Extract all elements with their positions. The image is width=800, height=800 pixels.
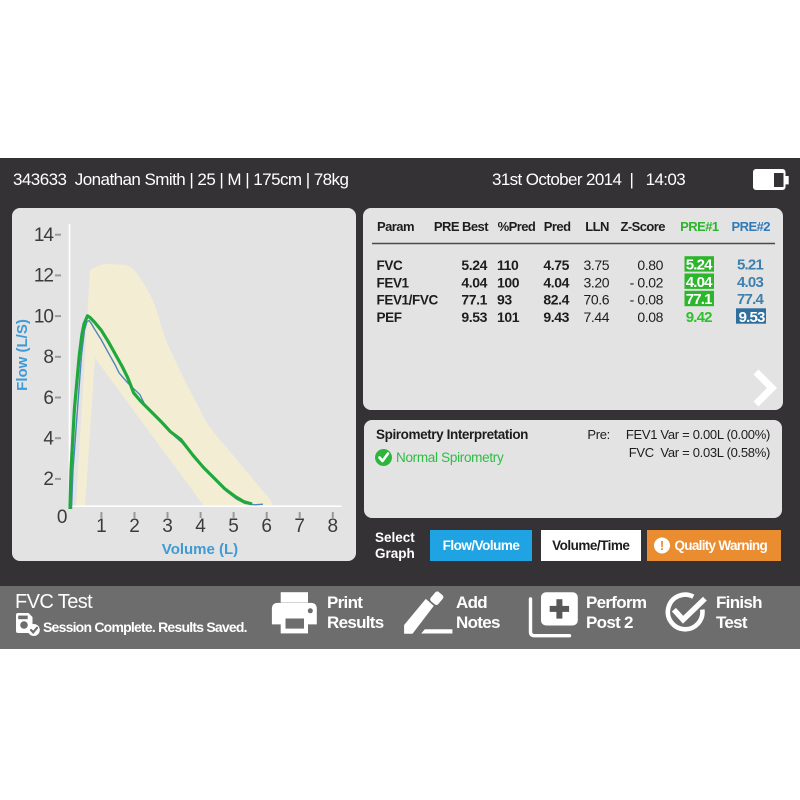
- svg-text:9.53: 9.53: [739, 309, 765, 326]
- svg-text:6: 6: [43, 388, 53, 409]
- svg-text:8: 8: [43, 347, 53, 368]
- svg-text:4.03: 4.03: [737, 274, 763, 291]
- svg-text:9.53: 9.53: [461, 309, 487, 325]
- svg-text:0: 0: [57, 507, 67, 528]
- svg-text:9.43: 9.43: [543, 309, 569, 325]
- svg-text:%Pred: %Pred: [498, 219, 536, 234]
- svg-text:2: 2: [129, 516, 140, 537]
- svg-text:0.80: 0.80: [637, 257, 663, 273]
- svg-text:Flow (L/S): Flow (L/S): [14, 319, 31, 391]
- svg-text:1: 1: [96, 516, 107, 537]
- svg-text:6: 6: [261, 516, 272, 537]
- svg-text:4.04: 4.04: [461, 274, 487, 290]
- svg-text:PRE#1: PRE#1: [680, 219, 719, 234]
- svg-text:4.75: 4.75: [543, 257, 569, 273]
- svg-text:77.1: 77.1: [461, 292, 487, 308]
- svg-text:FEV1: FEV1: [377, 275, 410, 290]
- svg-text:101: 101: [497, 309, 520, 325]
- svg-text:3.20: 3.20: [584, 274, 610, 290]
- svg-text:Normal Spirometry: Normal Spirometry: [396, 450, 504, 465]
- svg-text:0.08: 0.08: [637, 309, 663, 325]
- svg-text:Spirometry Interpretation: Spirometry Interpretation: [376, 427, 528, 442]
- svg-text:FVC: FVC: [377, 258, 403, 273]
- svg-text:5.24: 5.24: [461, 257, 487, 273]
- svg-text:77.4: 77.4: [737, 291, 764, 308]
- svg-text:Quality Warning: Quality Warning: [675, 538, 768, 553]
- svg-text:LLN: LLN: [585, 219, 609, 234]
- svg-text:Z-Score: Z-Score: [620, 219, 665, 234]
- svg-text:8: 8: [328, 516, 339, 537]
- svg-text:2: 2: [43, 469, 53, 490]
- svg-text:FVC Var = 0.03L (0.58%): FVC Var = 0.03L (0.58%): [629, 445, 770, 460]
- svg-text:- 0.08: - 0.08: [630, 292, 664, 308]
- svg-text:82.4: 82.4: [543, 292, 569, 308]
- svg-text:PRE#2: PRE#2: [732, 219, 771, 234]
- svg-text:3.75: 3.75: [584, 257, 610, 273]
- svg-text:PEF: PEF: [377, 310, 402, 325]
- svg-text:5.21: 5.21: [737, 257, 763, 274]
- svg-text:100: 100: [497, 274, 520, 290]
- svg-text:Pre:: Pre:: [587, 427, 610, 442]
- svg-text:10: 10: [34, 306, 54, 327]
- svg-text:Param: Param: [377, 219, 414, 234]
- svg-text:12: 12: [34, 266, 54, 287]
- svg-text:4.04: 4.04: [686, 274, 713, 291]
- svg-text:93: 93: [497, 292, 512, 308]
- svg-text:9.42: 9.42: [686, 309, 712, 326]
- svg-text:14: 14: [34, 225, 55, 246]
- svg-text:77.1: 77.1: [686, 291, 712, 308]
- svg-text:Volume (L): Volume (L): [162, 541, 238, 558]
- svg-text:70.6: 70.6: [584, 292, 610, 308]
- svg-text:4: 4: [195, 516, 206, 537]
- svg-text:4: 4: [43, 429, 54, 450]
- svg-text:FEV1 Var = 0.00L (0.00%): FEV1 Var = 0.00L (0.00%): [626, 427, 770, 442]
- svg-text:FEV1/FVC: FEV1/FVC: [377, 293, 439, 308]
- svg-text:4.04: 4.04: [543, 274, 569, 290]
- svg-text:- 0.02: - 0.02: [630, 274, 664, 290]
- svg-text:3: 3: [162, 516, 173, 537]
- svg-text:110: 110: [497, 257, 519, 273]
- svg-text:7: 7: [294, 516, 305, 537]
- svg-text:5.24: 5.24: [686, 257, 713, 274]
- svg-text:Pred: Pred: [544, 219, 571, 234]
- svg-text:!: !: [660, 538, 664, 553]
- svg-text:PRE Best: PRE Best: [434, 219, 489, 234]
- svg-text:7.44: 7.44: [584, 309, 610, 325]
- svg-text:5: 5: [228, 516, 239, 537]
